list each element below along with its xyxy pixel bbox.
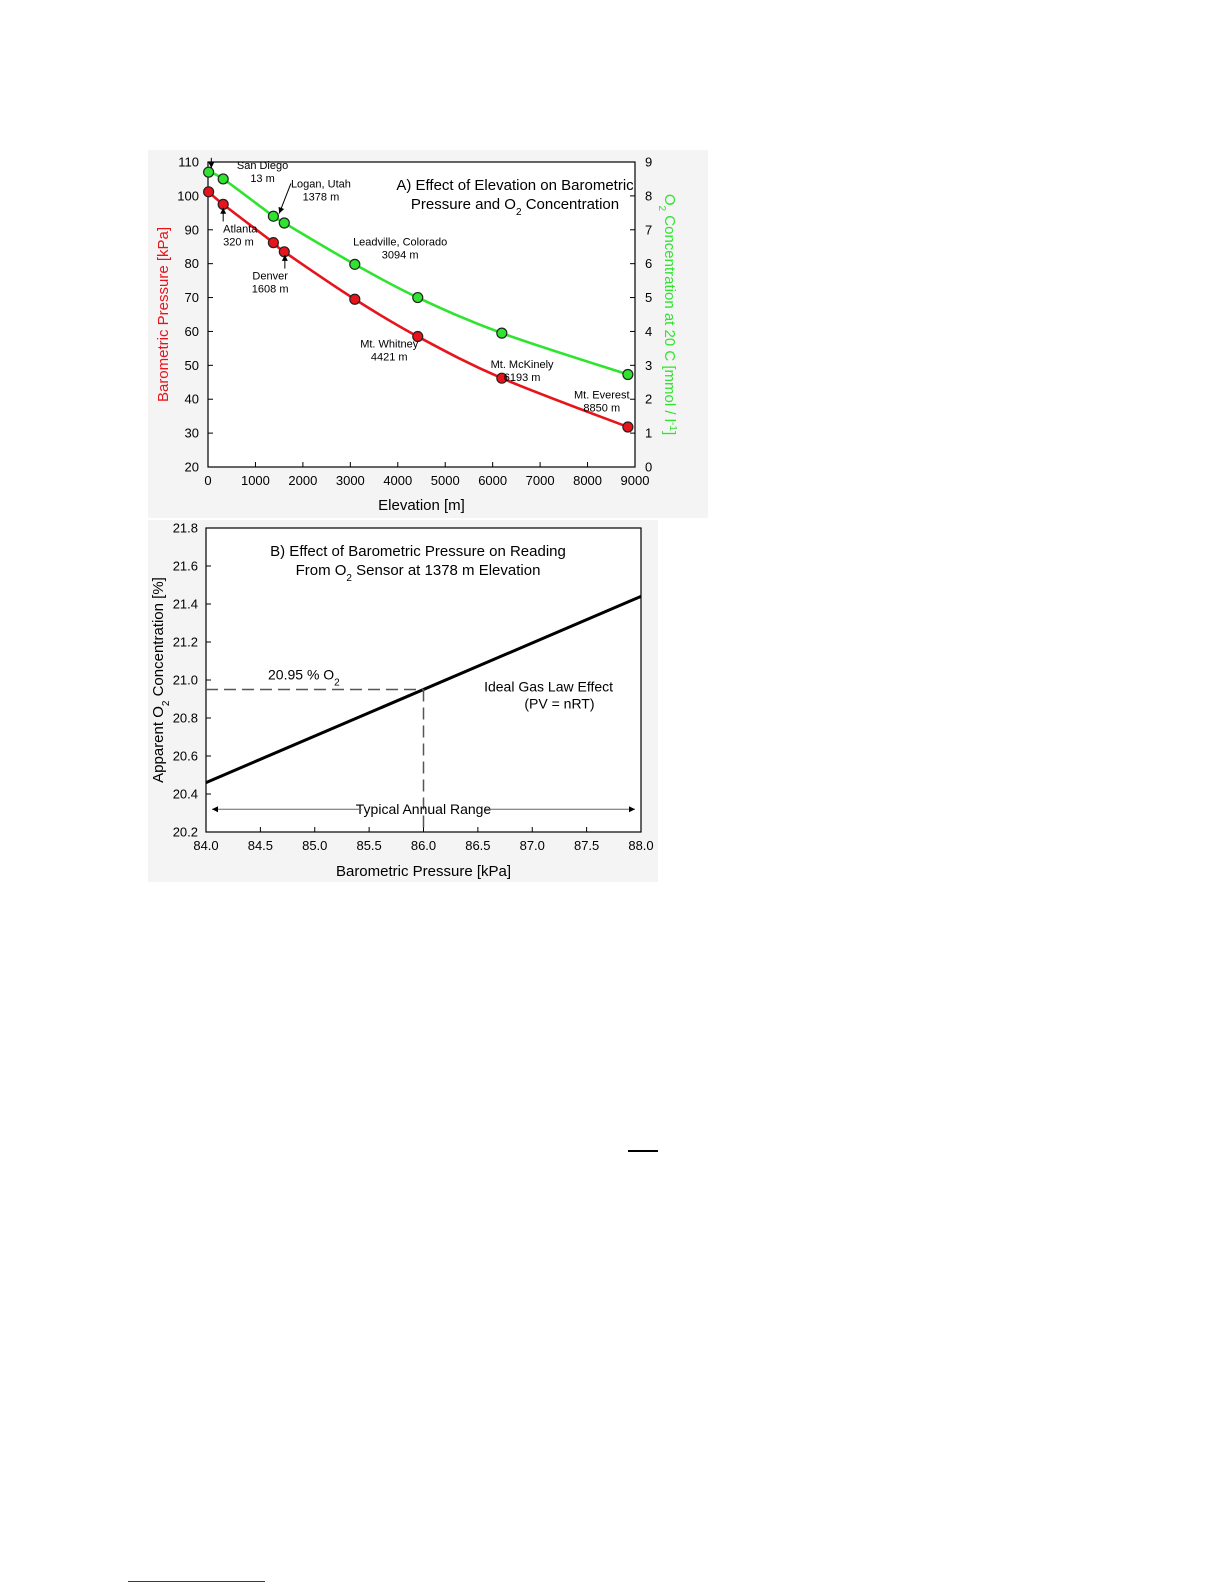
y2-tick-label: 5 — [645, 290, 652, 305]
site-label: Logan, Utah 1378 m — [291, 178, 351, 203]
reference-label: 20.95 % O2 — [268, 667, 340, 689]
data-point-pressure — [278, 246, 290, 258]
data-point-pressure — [496, 372, 508, 384]
y-tick-label: 60 — [185, 324, 199, 339]
x-tick-label: 85.0 — [302, 838, 327, 853]
x-tick-label: 4000 — [383, 473, 412, 488]
y-tick-label: 20 — [185, 460, 199, 475]
line-label: Ideal Gas Law Effect (PV = nRT) — [484, 679, 613, 712]
data-point-oxygen — [622, 368, 634, 381]
site-label: Atlanta 320 m — [223, 223, 258, 248]
y-tick-label: 20.6 — [173, 749, 198, 764]
y-tick-label: 21.2 — [173, 635, 198, 650]
x-axis-title: Barometric Pressure [kPa] — [336, 863, 511, 880]
x-tick-label: 88.0 — [628, 838, 653, 853]
chart-a-title-line: A) Effect of Elevation on Barometric — [396, 177, 634, 194]
x-tick-label: 9000 — [621, 473, 650, 488]
y-axis-title: Barometric Pressure [kPa] — [155, 227, 172, 402]
site-label: Leadville, Colorado 3094 m — [353, 237, 447, 262]
y-tick-label: 100 — [177, 188, 199, 203]
data-point-oxygen — [217, 173, 229, 185]
y-tick-label: 20.8 — [173, 711, 198, 726]
y-tick-label: 40 — [185, 392, 199, 407]
annotation-arrowhead — [281, 254, 288, 261]
y-tick-label: 110 — [178, 155, 199, 170]
footnote-separator — [128, 1581, 265, 1582]
y2-axis-title: O2 Concentration at 20 C [mmol / l-1] — [657, 194, 679, 435]
y2-tick-label: 0 — [645, 460, 652, 475]
x-tick-label: 84.5 — [248, 838, 273, 853]
chart-a: 0 1000 2000 3000 4000 5000 6000 7000 8000 9000203… — [148, 150, 708, 518]
y2-tick-label: 1 — [645, 426, 652, 441]
y-tick-label: 70 — [185, 290, 199, 305]
data-point-pressure — [203, 186, 215, 198]
data-point-pressure — [349, 293, 361, 305]
x-tick-label: 84.0 — [193, 838, 218, 853]
range-label: Typical Annual Range — [356, 801, 492, 817]
fraction-bar — [628, 1150, 658, 1152]
data-point-pressure — [267, 237, 279, 249]
y2-tick-label: 8 — [645, 188, 652, 203]
site-label: Mt. McKinely 6193 m — [491, 359, 554, 384]
y-tick-label: 21.0 — [173, 673, 198, 688]
x-tick-label: 6000 — [478, 473, 507, 488]
chart-b: 84.0 84.5 85.0 85.5 86.0 86.5 87.0 87.5 88.0 20.2… — [148, 520, 658, 882]
y2-tick-label: 9 — [645, 155, 652, 170]
x-tick-label: 2000 — [288, 473, 317, 488]
y-axis-title: Apparent O2 Concentration [%] — [150, 577, 172, 783]
y-tick-label: 20.2 — [173, 825, 198, 840]
data-point-oxygen — [203, 166, 215, 178]
x-axis-title: Elevation [m] — [378, 497, 465, 514]
y2-tick-label: 6 — [645, 256, 652, 271]
chart-a-title-line: Pressure and O2 Concentration — [411, 196, 619, 218]
y-tick-label: 80 — [185, 256, 199, 271]
y-tick-label: 50 — [185, 358, 199, 373]
x-tick-label: 8000 — [573, 473, 602, 488]
x-tick-label: 87.5 — [574, 838, 599, 853]
y-tick-label: 30 — [185, 426, 199, 441]
data-point-oxygen — [412, 291, 424, 304]
y2-tick-label: 3 — [645, 358, 652, 373]
y-tick-label: 21.6 — [173, 559, 198, 574]
y-tick-label: 90 — [185, 222, 199, 237]
data-point-pressure — [412, 330, 424, 343]
x-tick-label: 0 — [204, 473, 211, 488]
x-tick-label: 86.0 — [411, 838, 436, 853]
data-point-oxygen — [349, 258, 361, 270]
site-label: San Diego 13 m — [237, 160, 288, 185]
chart-b-title-line: B) Effect of Barometric Pressure on Read… — [270, 543, 566, 560]
chart-b-title-line: From O2 Sensor at 1378 m Elevation — [296, 562, 541, 584]
data-point-oxygen — [278, 217, 290, 229]
y-tick-label: 21.4 — [173, 597, 198, 612]
range-arrowhead-left — [212, 806, 218, 813]
y2-tick-label: 4 — [645, 324, 652, 339]
x-tick-label: 3000 — [336, 473, 365, 488]
site-label: Mt. Whitney 4421 m — [360, 339, 419, 364]
x-tick-label: 5000 — [431, 473, 460, 488]
y-tick-label: 20.4 — [173, 787, 198, 802]
y2-tick-label: 7 — [645, 222, 652, 237]
data-point-oxygen — [496, 327, 508, 339]
x-tick-label: 86.5 — [465, 838, 490, 853]
site-label: Denver 1608 m — [252, 271, 289, 296]
annotation-arrowhead — [208, 162, 215, 169]
site-label: Mt. Everest 8850 m — [574, 390, 630, 415]
data-point-pressure — [622, 421, 634, 433]
data-point-oxygen — [267, 210, 279, 222]
range-arrowhead-right — [629, 806, 635, 813]
x-tick-label: 87.0 — [520, 838, 545, 853]
y-tick-label: 21.8 — [173, 521, 198, 536]
y2-tick-label: 2 — [645, 392, 652, 407]
annotation-arrowhead — [220, 207, 227, 214]
x-tick-label: 85.5 — [356, 838, 381, 853]
annotation-arrowhead — [278, 206, 285, 214]
x-tick-label: 7000 — [526, 473, 555, 488]
x-tick-label: 1000 — [241, 473, 270, 488]
